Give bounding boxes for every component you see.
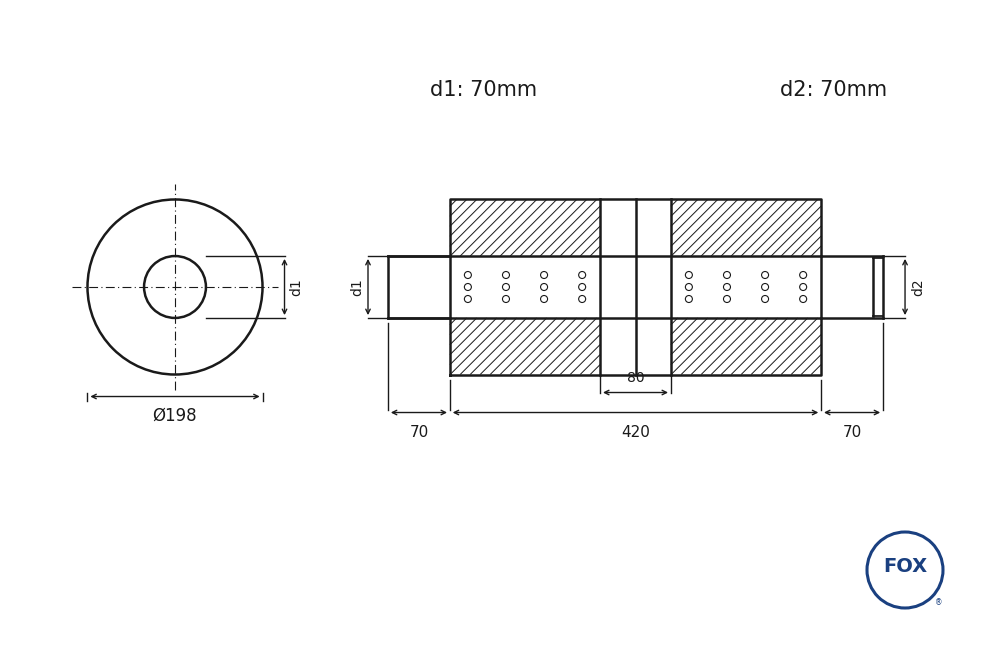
Text: 420: 420 — [621, 424, 650, 439]
Text: FOX: FOX — [883, 557, 927, 577]
Text: Ø198: Ø198 — [153, 406, 197, 424]
Text: d1: d1 — [290, 278, 304, 296]
Text: 70: 70 — [409, 424, 429, 439]
Text: d2: d2 — [911, 278, 925, 296]
Text: d1: d1 — [350, 278, 364, 296]
Text: 70: 70 — [842, 424, 862, 439]
Text: d1: 70mm: d1: 70mm — [430, 80, 537, 100]
Text: ®: ® — [935, 599, 943, 608]
Text: d2: 70mm: d2: 70mm — [780, 80, 887, 100]
Text: 80: 80 — [627, 370, 644, 384]
